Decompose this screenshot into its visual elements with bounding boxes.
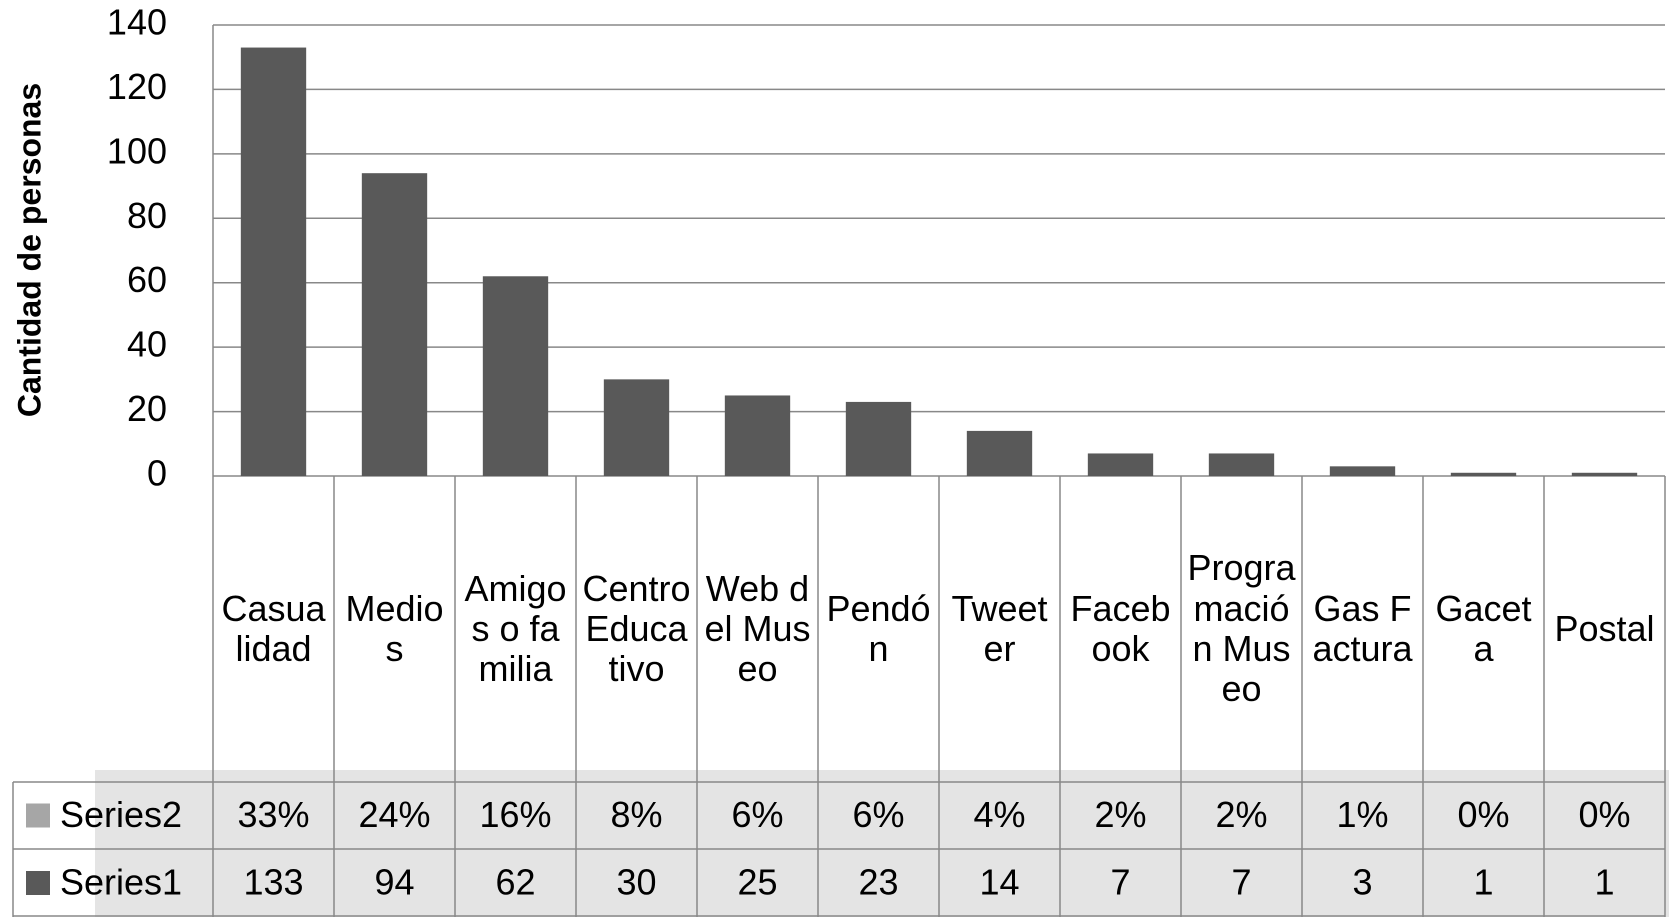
x-tick-label: Centro Educativo	[582, 567, 691, 690]
x-tick-label: Postal	[1554, 607, 1655, 649]
y-tick-label: 20	[127, 388, 167, 429]
y-tick-label: 0	[147, 453, 167, 494]
category-cell: Gas Factura	[1312, 587, 1413, 669]
category-cell: Gaceta	[1435, 587, 1532, 669]
x-tick-label: Casualidad	[221, 587, 326, 669]
category-cell: Centro Educativo	[582, 567, 691, 690]
bar	[603, 379, 670, 476]
data-table-value: 1	[1594, 862, 1614, 903]
category-cell: Tweeter	[951, 587, 1048, 669]
y-tick-label: 40	[127, 324, 167, 365]
data-table-value: 33%	[237, 794, 309, 835]
data-table-value: 25	[737, 862, 777, 903]
x-tick-label: Tweeter	[951, 587, 1048, 669]
x-tick-label: Programación Museo	[1187, 547, 1296, 710]
legend-label: Series1	[60, 862, 182, 903]
data-table-value: 30	[616, 862, 656, 903]
y-axis-label: Cantidad de personas	[11, 83, 47, 417]
data-table-value: 16%	[479, 794, 551, 835]
data-table-value: 2%	[1215, 794, 1267, 835]
bar	[845, 401, 912, 476]
data-table-value: 1%	[1336, 794, 1388, 835]
bar	[1571, 472, 1638, 476]
data-table-value: 8%	[610, 794, 662, 835]
data-table-value: 1	[1473, 862, 1493, 903]
x-tick-label: Gas Factura	[1312, 587, 1413, 669]
category-cell: Casualidad	[221, 587, 326, 669]
data-table-value: 6%	[852, 794, 904, 835]
data-table-value: 7	[1110, 862, 1130, 903]
data-table-value: 94	[374, 862, 414, 903]
category-cell: Medios	[345, 587, 444, 669]
y-tick-label: 140	[107, 2, 167, 43]
bar	[482, 276, 549, 476]
background-band	[95, 770, 1669, 917]
data-table-value: 4%	[973, 794, 1025, 835]
x-tick-label: Medios	[345, 587, 444, 669]
data-table-value: 24%	[358, 794, 430, 835]
bar	[1329, 466, 1396, 476]
category-cell: Postal	[1554, 607, 1655, 649]
legend-swatch	[26, 803, 50, 828]
bar	[1450, 472, 1517, 476]
legend-label: Series2	[60, 794, 182, 835]
y-tick-label: 120	[107, 66, 167, 107]
category-cell: Amigos o familia	[464, 567, 567, 690]
x-tick-label: Facebook	[1070, 587, 1171, 669]
data-table-value: 0%	[1578, 794, 1630, 835]
bar	[724, 395, 791, 476]
data-table-value: 133	[243, 862, 303, 903]
data-table-value: 14	[979, 862, 1019, 903]
category-cell: Programación Museo	[1187, 547, 1296, 710]
y-tick-label: 80	[127, 195, 167, 236]
legend-swatch	[26, 871, 50, 895]
x-tick-label: Pendón	[826, 587, 931, 669]
x-tick-label: Amigos o familia	[464, 567, 567, 690]
data-table-value: 23	[858, 862, 898, 903]
x-tick-label: Gaceta	[1435, 587, 1532, 669]
bar	[1208, 453, 1275, 476]
category-cell: Facebook	[1070, 587, 1171, 669]
y-tick-label: 60	[127, 259, 167, 300]
data-table-value: 0%	[1457, 794, 1509, 835]
x-tick-label: Web del Museo	[704, 567, 811, 690]
y-tick-label: 100	[107, 130, 167, 171]
data-table-value: 6%	[731, 794, 783, 835]
data-table-value: 2%	[1094, 794, 1146, 835]
bar	[240, 47, 307, 477]
data-table-value: 62	[495, 862, 535, 903]
category-cell: Pendón	[826, 587, 931, 669]
bar	[966, 430, 1033, 476]
data-table-value: 7	[1231, 862, 1251, 903]
data-table-value: 3	[1352, 862, 1372, 903]
bar	[1087, 453, 1154, 476]
bar	[361, 173, 428, 476]
category-cell: Web del Museo	[704, 567, 811, 690]
